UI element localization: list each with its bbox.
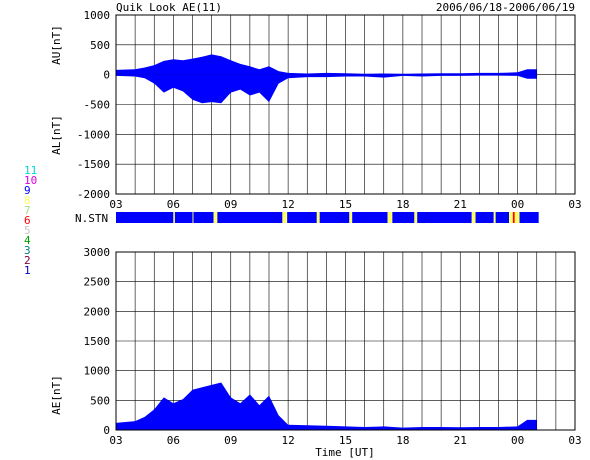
station-legend-entry: 3 [24, 244, 31, 257]
station-count-segment [514, 212, 520, 223]
ae-x-tick-label: 18 [396, 434, 409, 447]
x-axis-label: Time [UT] [315, 446, 375, 459]
station-count-segment [316, 212, 320, 223]
station-legend-entry: 9 [24, 184, 31, 197]
station-legend-entry: 7 [24, 204, 31, 217]
station-count-segment [471, 212, 476, 223]
station-count-segment [192, 212, 194, 223]
au-al-y-tick-label: 500 [90, 39, 110, 52]
ae-y-tick-label: 3000 [84, 246, 111, 259]
ae-x-tick-label: 06 [167, 434, 180, 447]
station-count-segment [217, 212, 283, 223]
station-count-segment [282, 212, 288, 223]
station-count-segment [509, 212, 513, 223]
ae-x-tick-label: 03 [568, 434, 581, 447]
chart-title: Quik Look AE(11) [116, 1, 222, 14]
station-count-bar [116, 212, 539, 223]
au-al-y-tick-label: 1000 [84, 9, 111, 22]
au-al-x-tick-label: 03 [109, 198, 122, 211]
au-al-y-tick-label: -1500 [77, 158, 110, 171]
au-al-y-tick-label: 0 [103, 69, 110, 82]
station-count-segment [387, 212, 393, 223]
ae-frame [115, 251, 576, 431]
ae-y-tick-label: 2500 [84, 276, 111, 289]
ae-y-tick-label: 0 [103, 424, 110, 437]
station-legend-entry: 4 [24, 234, 31, 247]
ae-x-ticks: 03 06 09 12 15 18 21 00 03 [109, 434, 581, 447]
au-al-panel: 1000 500 0 -500 -1000 -1500 -2000 03 06 09 12 15 18… [50, 9, 582, 211]
au-al-x-ticks: 03 06 09 12 15 18 21 00 03 [109, 198, 581, 211]
station-count-segment [173, 212, 175, 223]
ae-series-area [116, 382, 537, 430]
station-count-segment [512, 212, 515, 223]
ae-y-tick-label: 1000 [84, 365, 111, 378]
station-legend-entry: 6 [24, 214, 31, 227]
ae-x-tick-label: 12 [282, 434, 295, 447]
al-axis-label: AL[nT] [50, 115, 63, 155]
station-legend-entry: 5 [24, 224, 31, 237]
au-al-frame [115, 14, 576, 195]
au-al-x-tick-label: 06 [167, 198, 180, 211]
au-al-x-tick-label: 21 [454, 198, 467, 211]
station-count-segment [193, 212, 214, 223]
station-legend-entry: 2 [24, 254, 31, 267]
ae-y-ticks: 3000 2500 2000 1500 1000 500 0 [84, 246, 111, 437]
ae-x-tick-label: 03 [109, 434, 122, 447]
au-al-y-tick-label: -2000 [77, 188, 110, 201]
station-legend-entry: 11 [24, 164, 37, 177]
au-axis-label: AU[nT] [50, 25, 63, 65]
ae-y-tick-label: 2000 [84, 305, 111, 318]
au-al-x-tick-label: 12 [282, 198, 295, 211]
station-count-segment [349, 212, 353, 223]
station-count-panel: N.STN [75, 212, 539, 225]
date-range: 2006/06/18-2006/06/19 [436, 1, 575, 14]
station-count-segment [414, 212, 418, 223]
au-al-y-ticks: 1000 500 0 -500 -1000 -1500 -2000 [77, 9, 110, 201]
au-al-x-tick-label: 09 [224, 198, 237, 211]
au-al-y-tick-label: -1000 [77, 128, 110, 141]
station-count-segment [213, 212, 218, 223]
station-count-segment [174, 212, 193, 223]
station-count-label: N.STN [75, 212, 108, 225]
station-legend-entry: 8 [24, 194, 31, 207]
au-al-x-tick-label: 18 [396, 198, 409, 211]
ae-x-tick-label: 15 [339, 434, 352, 447]
station-legend-entry: 1 [24, 264, 31, 277]
ae-y-tick-label: 1500 [84, 335, 111, 348]
station-count-segment [352, 212, 388, 223]
station-count-segment [319, 212, 350, 223]
ae-x-tick-label: 09 [224, 434, 237, 447]
ae-y-tick-label: 500 [90, 394, 110, 407]
au-al-x-tick-label: 03 [568, 198, 581, 211]
au-series-area [116, 54, 537, 75]
station-count-segment [116, 212, 174, 223]
ae-x-tick-label: 00 [511, 434, 524, 447]
station-count-segment [392, 212, 415, 223]
station-count-segment [475, 212, 494, 223]
au-al-grid [115, 14, 576, 195]
station-count-segment [519, 212, 539, 223]
ae-axis-label: AE[nT] [50, 375, 63, 415]
station-count-segment [495, 212, 510, 223]
al-series-area [116, 74, 537, 104]
station-count-segment [493, 212, 496, 223]
au-al-x-tick-label: 00 [511, 198, 524, 211]
ae-x-tick-label: 21 [454, 434, 467, 447]
au-al-x-tick-label: 15 [339, 198, 352, 211]
au-al-y-tick-label: -500 [84, 99, 111, 112]
station-count-segment [287, 212, 317, 223]
station-legend-entry: 10 [24, 174, 37, 187]
station-count-segment [417, 212, 472, 223]
